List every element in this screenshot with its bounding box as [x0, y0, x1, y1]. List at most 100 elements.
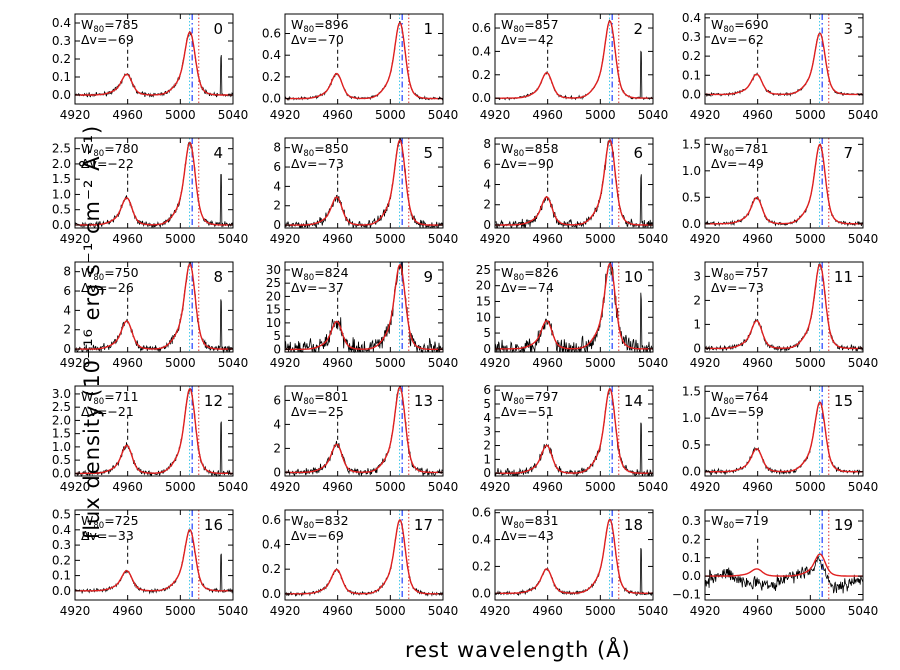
panel-number: 0	[213, 20, 223, 38]
y-tick-label: 0.2	[682, 49, 701, 63]
model-fit	[495, 518, 653, 594]
x-tick-label: 4920	[690, 356, 721, 370]
y-tick-label: 0.0	[682, 87, 701, 101]
panel-0: 4920 4960 5000 5040 0.0 0.1 0.2 0.3 0.4 W80=785Δv…	[52, 13, 248, 122]
dv-annotation: Δv=−22	[81, 156, 134, 171]
x-tick-label: 5000	[165, 604, 196, 618]
dv-annotation: Δv=−73	[711, 280, 764, 295]
w80-annotation: W80=797	[501, 389, 559, 407]
x-tick-label: 4920	[60, 480, 91, 494]
w80-annotation: W80=725	[81, 513, 139, 531]
y-tick-label: 0.3	[52, 538, 71, 552]
panel-frame	[704, 137, 864, 229]
y-tick-label: 0.0	[52, 584, 71, 598]
y-tick-label: 0.1	[52, 70, 71, 84]
y-tick-label: 0.6	[472, 21, 491, 35]
x-tick-label: 5040	[638, 604, 669, 618]
y-tick-label: 0.6	[262, 513, 281, 527]
panel-frame	[74, 385, 234, 477]
x-tick-label: 5040	[218, 232, 249, 246]
panel-number: 19	[834, 516, 853, 534]
w80-annotation: W80=858	[501, 141, 559, 159]
model-fit	[705, 553, 863, 577]
panel-2: 4920 4960 5000 5040 0.0 0.2 0.4 0.6 W80=857Δv=−4…	[472, 13, 668, 122]
panel-frame	[704, 13, 864, 105]
dv-annotation: Δv=−42	[501, 32, 554, 47]
y-axis-label: flux density (10⁻¹⁶ erg s⁻¹ cm⁻² Å⁻¹)	[80, 124, 104, 540]
y-tick-label: 0.4	[472, 533, 491, 547]
x-tick-label: 5040	[638, 232, 669, 246]
y-tick-label: 0	[273, 342, 281, 356]
panel-number: 3	[843, 20, 853, 38]
w80-annotation: W80=826	[501, 265, 559, 283]
x-tick-label: 5040	[848, 232, 879, 246]
model-fit	[495, 388, 653, 474]
panel-number: 5	[423, 144, 433, 162]
x-tick-label: 5040	[638, 480, 669, 494]
y-tick-label: 15	[266, 303, 281, 317]
w80-annotation: W80=719	[711, 513, 769, 531]
x-tick-label: 4960	[742, 356, 773, 370]
y-tick-label: 0.3	[682, 514, 701, 528]
x-tick-label: 5040	[218, 604, 249, 618]
x-tick-label: 5040	[428, 480, 459, 494]
y-tick-label: 1	[693, 317, 701, 331]
x-tick-label: 4920	[480, 232, 511, 246]
w80-annotation: W80=780	[81, 141, 139, 159]
dv-annotation: Δv=−49	[711, 156, 764, 171]
y-tick-label: 6	[273, 160, 281, 174]
model-fit	[285, 519, 443, 595]
y-tick-label: 0.2	[262, 562, 281, 576]
panel-number: 8	[213, 268, 223, 286]
y-tick-label: 3	[483, 425, 491, 439]
x-tick-label: 4920	[690, 480, 721, 494]
x-tick-label: 4960	[322, 604, 353, 618]
y-tick-label: 30	[266, 263, 281, 277]
y-tick-label: 2	[483, 439, 491, 453]
y-tick-label: 0.0	[682, 569, 701, 583]
model-fit	[285, 386, 443, 474]
model-fit	[285, 264, 443, 351]
y-tick-label: 20	[476, 279, 491, 293]
y-tick-label: 0.4	[472, 44, 491, 58]
x-tick-label: 4920	[690, 604, 721, 618]
model-fit	[495, 20, 653, 99]
y-tick-label: 0	[483, 342, 491, 356]
y-tick-label: 2	[273, 199, 281, 213]
x-tick-label: 5040	[848, 604, 879, 618]
w80-annotation: W80=781	[711, 141, 769, 159]
x-tick-label: 4920	[480, 604, 511, 618]
x-tick-label: 4960	[322, 480, 353, 494]
panel-frame	[494, 13, 654, 105]
x-tick-label: 5040	[848, 356, 879, 370]
y-tick-label: 6	[483, 157, 491, 171]
panel-3: 4920 4960 5000 5040 0.0 0.1 0.2 0.3 0.4 W80=690Δv…	[682, 11, 878, 122]
dv-annotation: Δv=−70	[291, 32, 344, 47]
dv-annotation: Δv=−69	[81, 32, 134, 47]
x-tick-label: 4920	[60, 108, 91, 122]
dv-annotation: Δv=−51	[501, 404, 554, 419]
dv-annotation: Δv=−73	[291, 156, 344, 171]
y-tick-label: 8	[273, 141, 281, 155]
panel-17: 4920 4960 5000 5040 0.0 0.2 0.4 0.6 W80=832Δv=−6…	[262, 509, 459, 618]
x-tick-label: 5040	[428, 604, 459, 618]
panel-number: 12	[204, 392, 223, 410]
panel-frame	[704, 261, 864, 353]
y-tick-label: 6	[273, 393, 281, 407]
y-tick-label: 4	[273, 417, 281, 431]
x-tick-label: 4920	[60, 356, 91, 370]
x-tick-label: 4920	[60, 604, 91, 618]
model-fit	[75, 31, 233, 96]
x-tick-label: 5000	[585, 108, 616, 122]
x-tick-label: 4960	[112, 604, 143, 618]
panel-number: 18	[624, 516, 643, 534]
panel-number: 4	[213, 144, 223, 162]
y-tick-label: 0.5	[52, 453, 71, 467]
model-fit	[75, 529, 233, 592]
x-tick-label: 4960	[112, 356, 143, 370]
x-tick-label: 4920	[480, 108, 511, 122]
x-tick-label: 5000	[795, 232, 826, 246]
